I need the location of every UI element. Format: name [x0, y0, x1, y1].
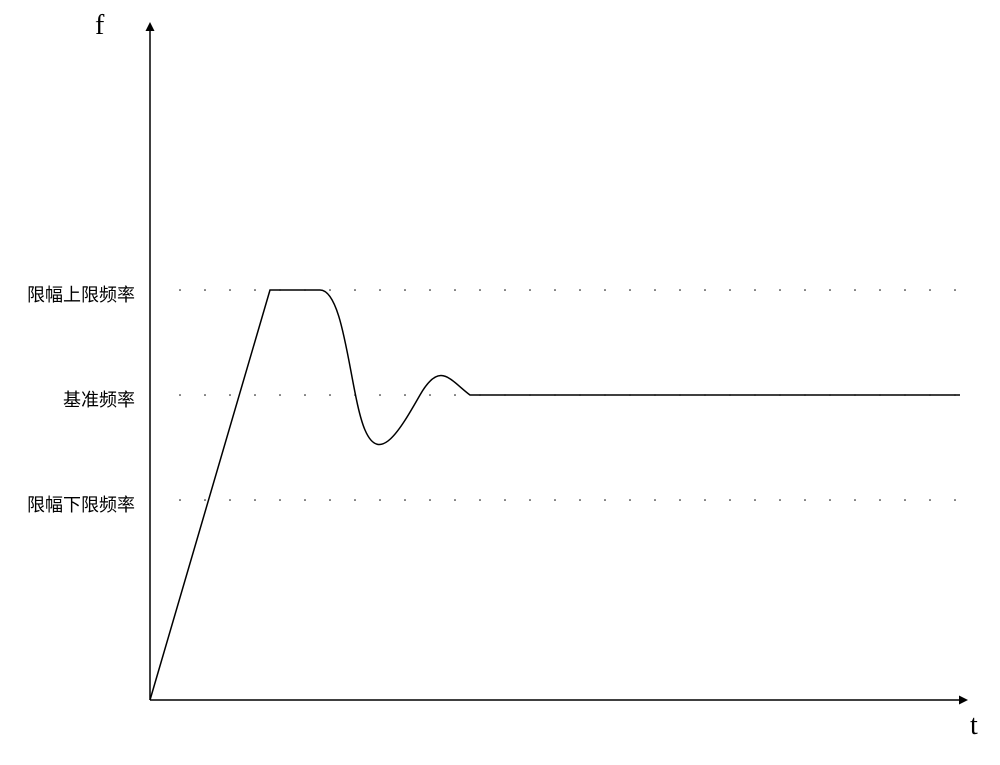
- chart-svg: [0, 0, 1000, 765]
- chart-container: f t 限幅上限频率 基准频率 限幅下限频率: [0, 0, 1000, 765]
- lower-limit-label: 限幅下限频率: [27, 491, 135, 517]
- y-axis-label: f: [95, 10, 104, 42]
- lower-limit-line: [179, 499, 956, 501]
- x-axis-label: t: [970, 710, 978, 742]
- response-curve: [150, 290, 960, 700]
- base-freq-label: 基准频率: [63, 386, 135, 412]
- upper-limit-label: 限幅上限频率: [27, 281, 135, 307]
